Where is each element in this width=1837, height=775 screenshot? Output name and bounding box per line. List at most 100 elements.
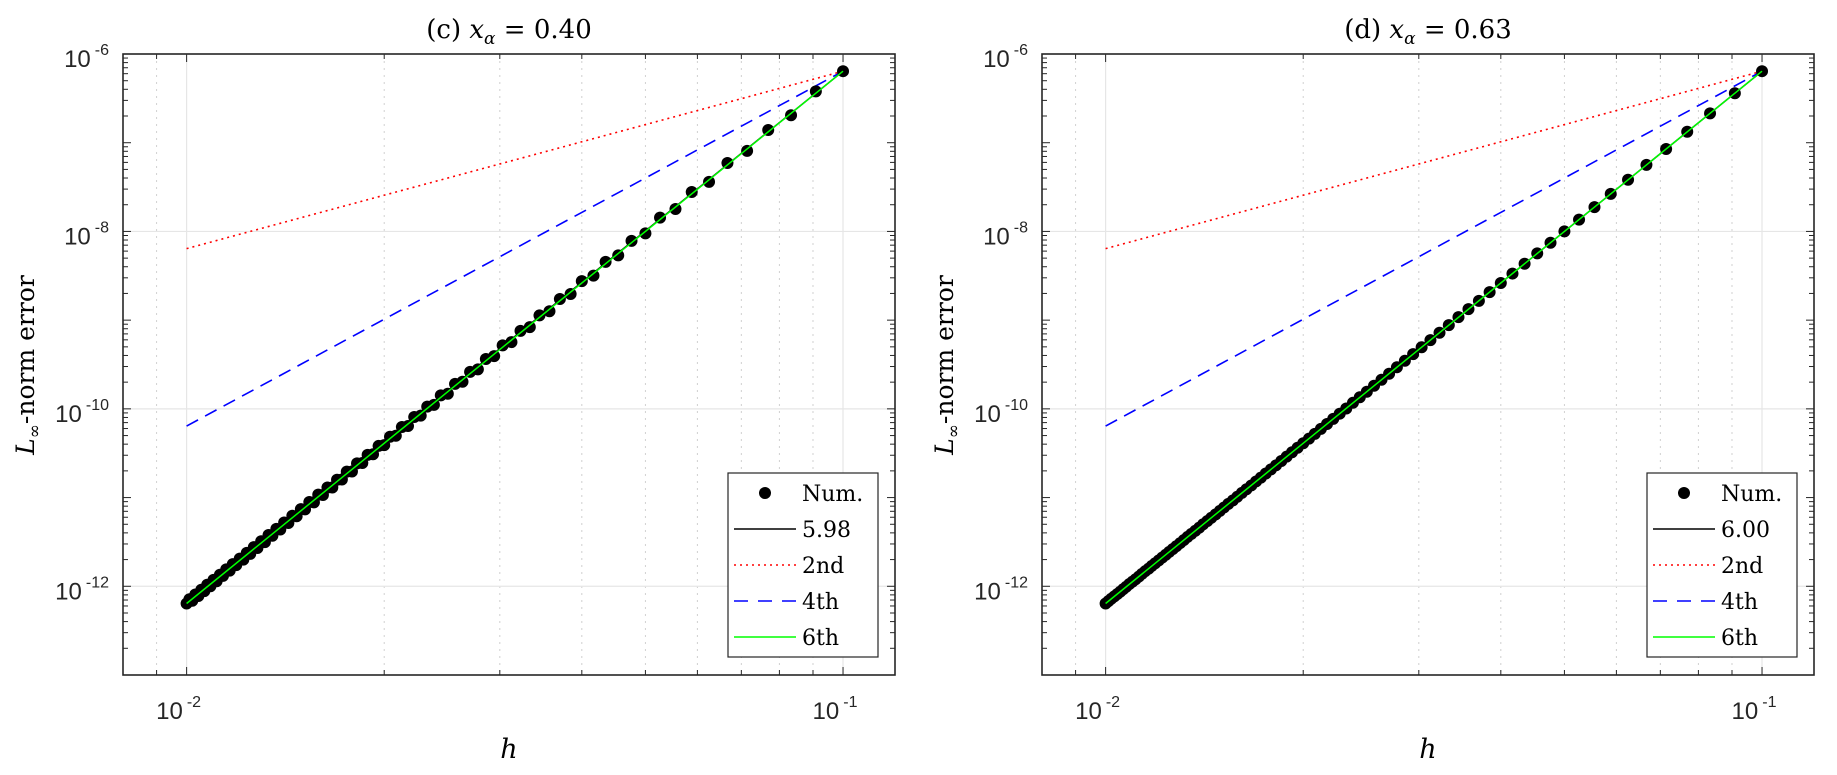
legend-marker — [1678, 487, 1690, 499]
ylabel-text: -norm error — [930, 275, 959, 424]
tick-exponent: -8 — [1014, 219, 1028, 236]
data-point — [741, 144, 754, 157]
tick-base: 10 — [64, 46, 91, 73]
series-line-2nd — [186, 70, 844, 250]
tick-exponent: -1 — [1762, 694, 1776, 711]
series-line-2nd — [1105, 70, 1763, 250]
series-line-4th — [1105, 70, 1763, 427]
tick-exponent: -2 — [187, 694, 201, 711]
data-point — [703, 175, 716, 188]
legend-entry: 4th — [1653, 590, 1758, 615]
chart-title-c: (c) xα = 0.40 — [426, 15, 592, 51]
legend-entry: 6th — [734, 626, 839, 651]
tick-base: 10 — [983, 46, 1010, 73]
legend-label: 2nd — [802, 554, 844, 579]
legend-entry: Num. — [1678, 482, 1782, 507]
y-tick-label: 10 -12 — [55, 574, 109, 605]
legend-label: 5.98 — [802, 518, 851, 543]
legend-marker — [759, 487, 771, 499]
ylabel-symbol: L — [930, 438, 959, 456]
axes-box — [1041, 53, 1815, 676]
y-tick-label: 10 -10 — [55, 397, 109, 428]
legend: Num. 5.98 2nd 4th 6th — [727, 472, 879, 658]
y-tick-label: 10 -6 — [983, 42, 1028, 73]
y-tick-label: 10 -6 — [64, 42, 109, 73]
legend-label: Num. — [1721, 482, 1782, 507]
tick-exponent: -8 — [95, 219, 109, 236]
title-value: = 0.40 — [504, 15, 592, 45]
legend-entry: 6th — [1653, 626, 1758, 651]
legend-label: 6th — [802, 626, 839, 651]
x-tick-label: 10 -2 — [156, 694, 201, 725]
y-axis-label-c: L∞-norm error — [11, 275, 45, 456]
x-tick-label: 10 -1 — [813, 694, 858, 725]
series-line-6th — [186, 70, 844, 605]
tick-base: 10 — [974, 578, 1001, 605]
y-axis-label-d: L∞-norm error — [930, 275, 964, 456]
legend-label: 6th — [1721, 626, 1758, 651]
data-point — [523, 321, 536, 334]
tick-base: 10 — [813, 698, 840, 725]
tick-base: 10 — [55, 578, 82, 605]
legend-entry: 2nd — [734, 554, 844, 579]
tick-exponent: -12 — [86, 574, 109, 591]
legend-entry: 4th — [734, 590, 839, 615]
x-tick-label: 10 -2 — [1075, 694, 1120, 725]
series-line-6th — [1105, 70, 1763, 605]
tick-base: 10 — [974, 401, 1001, 428]
data-point — [669, 202, 682, 215]
tick-exponent: -6 — [1014, 42, 1028, 59]
tick-exponent: -1 — [843, 694, 857, 711]
ylabel-subscript: ∞ — [25, 424, 45, 438]
ylabel-symbol: L — [11, 438, 40, 456]
legend-entry: 6.00 — [1653, 518, 1770, 543]
y-tick-label: 10 -8 — [64, 219, 109, 250]
tick-exponent: -12 — [1005, 574, 1028, 591]
tick-base: 10 — [983, 223, 1010, 250]
data-point — [762, 124, 775, 137]
tick-exponent: -10 — [1005, 397, 1028, 414]
legend-label: 6.00 — [1721, 518, 1770, 543]
data-point — [785, 109, 798, 122]
legend-label: 4th — [1721, 590, 1758, 615]
panel-d: (d) xα = 0.63 L∞-norm error h — [930, 15, 1512, 765]
tick-base: 10 — [64, 223, 91, 250]
y-tick-label: 10 -12 — [974, 574, 1028, 605]
ylabel-text: -norm error — [11, 275, 40, 424]
tick-base: 10 — [55, 401, 82, 428]
series-line-4th — [186, 70, 844, 427]
chart-title-d: (d) xα = 0.63 — [1344, 15, 1512, 51]
title-subscript: α — [1404, 29, 1416, 49]
legend-entry: 5.98 — [734, 518, 851, 543]
y-tick-label: 10 -8 — [983, 219, 1028, 250]
x-axis-label-d: h — [1419, 734, 1436, 765]
x-tick-label: 10 -1 — [1732, 694, 1777, 725]
legend-entry: Num. — [759, 482, 863, 507]
data-point — [639, 227, 652, 240]
tick-exponent: -2 — [1106, 694, 1120, 711]
title-symbol: x — [1389, 15, 1404, 45]
data-point — [809, 85, 822, 98]
legend-label: 4th — [802, 590, 839, 615]
data-point — [587, 269, 600, 282]
data-point — [543, 305, 556, 318]
tick-exponent: -10 — [86, 397, 109, 414]
tick-exponent: -6 — [95, 42, 109, 59]
legend-entry: 2nd — [1653, 554, 1763, 579]
x-axis-label-c: h — [500, 734, 517, 765]
panel-c: (c) xα = 0.40 L∞-norm error h — [11, 15, 592, 765]
tick-base: 10 — [156, 698, 183, 725]
legend-label: 2nd — [1721, 554, 1763, 579]
title-subscript: α — [484, 29, 496, 49]
title-value: = 0.63 — [1424, 15, 1512, 45]
y-tick-label: 10 -10 — [974, 397, 1028, 428]
legend-label: Num. — [802, 482, 863, 507]
data-point — [564, 288, 577, 301]
title-label: (c) — [426, 15, 461, 45]
title-label: (d) — [1344, 15, 1381, 45]
legend: Num. 6.00 2nd 4th 6th — [1646, 472, 1798, 658]
title-symbol: x — [469, 15, 484, 45]
